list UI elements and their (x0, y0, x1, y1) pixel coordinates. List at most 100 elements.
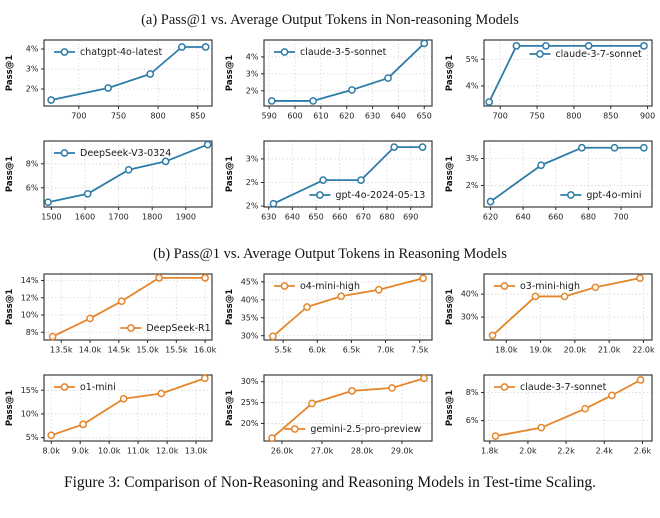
y-tick-label: 45% (241, 277, 259, 286)
figure-caption: Figure 3: Comparison of Non-Reasoning an… (63, 474, 597, 491)
y-tick-label: 6% (26, 183, 39, 192)
legend-label: DeepSeek-R1 (146, 323, 210, 334)
data-point (388, 384, 396, 392)
data-point (591, 283, 600, 292)
data-point (418, 143, 427, 151)
data-point (83, 189, 92, 198)
y-axis-label: Pass@1 (445, 390, 455, 426)
plot-area (43, 273, 213, 341)
x-tick-label: 610 (313, 112, 328, 121)
x-tick-label: 5.5k (274, 346, 292, 355)
legend-label: chatgpt-4o-latest (80, 47, 162, 58)
x-axis: 26.0k 27.0k 28.0k 29.0k (271, 441, 414, 456)
legend-label: gpt-4o-mini (586, 190, 641, 201)
data-point (639, 143, 648, 152)
legend-label: o4-mini-high (300, 281, 360, 292)
legend: claude-3-5-sonnet (274, 47, 387, 58)
data-point (636, 274, 644, 282)
y-tick-label: 2% (26, 85, 39, 94)
y-tick-label: 2% (466, 181, 479, 190)
x-tick-label: 15.5k (165, 346, 188, 355)
y-tick-label: 5% (26, 433, 39, 442)
data-point (374, 285, 383, 294)
x-tick-label: 640 (285, 213, 300, 222)
x-tick-label: 620 (483, 213, 498, 222)
chart-gpt-4o-mini: 620 640 660 680 700 2% 3% Pass@1 gpt-4o-mini (440, 133, 660, 234)
y-axis-label: Pass@1 (5, 390, 15, 426)
y-axis: 20% 25% 30% (241, 377, 264, 428)
x-tick-label: 15.0k (136, 346, 159, 355)
legend: DeepSeek-V3-0324 (54, 148, 171, 159)
x-axis: 630 640 650 660 670 680 690 (261, 207, 418, 222)
chart-o1-mini: 8.0k 9.0k 10.0k 11.0k 12.0k 13.0k 5% 10% 15% Pass… (0, 367, 220, 468)
y-axis-label: Pass@1 (225, 55, 235, 91)
y-tick-label: 30% (241, 377, 259, 386)
section-a-title: (a) Pass@1 vs. Average Output Tokens in … (141, 12, 519, 28)
chart-svg: 700 750 800 850 900 4% 5% Pass@1 claude-3-7-sonn… (445, 39, 655, 121)
x-tick-label: 21.0k (598, 346, 621, 355)
x-tick-label: 630 (365, 112, 380, 121)
chart-claude-3-7-sonnet: 700 750 800 850 900 4% 5% Pass@1 claude-3-7-sonn… (440, 32, 660, 133)
data-point (578, 143, 586, 152)
data-point (485, 98, 494, 106)
data-point (384, 74, 392, 82)
reasoning-chart-grid: 13.5k 14.0k 14.5k 15.0k 15.5k 16.0k 8% 10% 12% 14… (0, 266, 660, 468)
data-point (201, 274, 209, 282)
y-tick-label: 8% (26, 159, 39, 168)
y-axis-label: Pass@1 (5, 289, 15, 325)
legend-label: claude-3-7-sonnet (520, 382, 607, 393)
y-tick-label: 40% (241, 295, 259, 304)
data-point (608, 391, 616, 400)
x-tick-label: 7.0k (377, 346, 395, 355)
plot-area (43, 140, 213, 208)
y-tick-label: 6% (466, 416, 479, 425)
x-tick-label: 650 (308, 213, 323, 222)
data-point (269, 332, 277, 341)
x-tick-label: 1800 (142, 213, 162, 222)
legend: gemini-2.5-pro-preview (284, 424, 422, 435)
y-axis: 30% 35% 40% 45% (241, 277, 264, 340)
legend-label: DeepSeek-V3-0324 (80, 148, 171, 159)
x-tick-label: 750 (529, 112, 544, 121)
data-point (542, 42, 550, 50)
y-tick-label: 3% (246, 154, 259, 163)
y-axis-label: Pass@1 (225, 390, 235, 426)
y-tick-label: 3% (466, 154, 479, 163)
data-point (48, 332, 57, 341)
y-tick-label: 15% (21, 386, 39, 395)
x-axis: 700 750 800 850 900 (493, 106, 655, 121)
chart-svg: 13.5k 14.0k 14.5k 15.0k 15.5k 16.0k 8% 10% 12% 14… (5, 273, 217, 355)
y-axis-label: Pass@1 (225, 156, 235, 192)
x-tick-label: 10.0k (98, 447, 121, 456)
chart-DeepSeek-R1: 13.5k 14.0k 14.5k 15.0k 15.5k 16.0k 8% 10% 12% 14… (0, 266, 220, 367)
y-axis: 6% 8% (26, 159, 44, 192)
data-point (348, 86, 356, 94)
data-point (47, 431, 56, 440)
chart-svg: 590 600 610 620 630 640 650 2% 3% 4% Pass@1 claude-… (225, 39, 433, 121)
chart-svg: 5.5k 6.0k 6.5k 7.0k 7.5k 30% 35% 40% 45% Pass@1 o4… (225, 273, 433, 355)
x-tick-label: 850 (603, 112, 618, 121)
data-point (584, 42, 593, 50)
y-axis: 2% 3% 4% (26, 45, 44, 94)
x-tick-label: 9.0k (72, 447, 90, 456)
x-tick-label: 690 (403, 213, 418, 222)
chart-svg: 630 640 650 660 670 680 690 2% 2% 3% Pass@1 gpt-4o-… (225, 140, 433, 222)
x-tick-label: 680 (581, 213, 596, 222)
y-tick-label: 3% (246, 69, 259, 78)
chart-o4-mini-high: 5.5k 6.0k 6.5k 7.0k 7.5k 30% 35% 40% 45% Pass@1 o4… (220, 266, 440, 367)
chart-svg: 620 640 660 680 700 2% 3% Pass@1 gpt-4o-mini (445, 140, 653, 222)
y-axis-label: Pass@1 (445, 289, 455, 325)
x-tick-label: 590 (262, 112, 277, 121)
data-point (610, 143, 619, 152)
chart-svg: 26.0k 27.0k 28.0k 29.0k 20% 25% 30% Pass@1 gemin… (225, 374, 433, 456)
data-point (201, 43, 210, 51)
x-tick-label: 2.2k (557, 447, 575, 456)
y-axis: 2% 3% 4% (246, 52, 264, 95)
legend: claude-3-7-sonnet (529, 49, 642, 60)
legend: o3-mini-high (494, 281, 580, 292)
x-tick-label: 7.5k (411, 346, 429, 355)
x-tick-label: 6.0k (309, 346, 327, 355)
y-tick-label: 4% (26, 45, 39, 54)
x-tick-label: 19.0k (529, 346, 552, 355)
legend: claude-3-7-sonnet (494, 382, 607, 393)
